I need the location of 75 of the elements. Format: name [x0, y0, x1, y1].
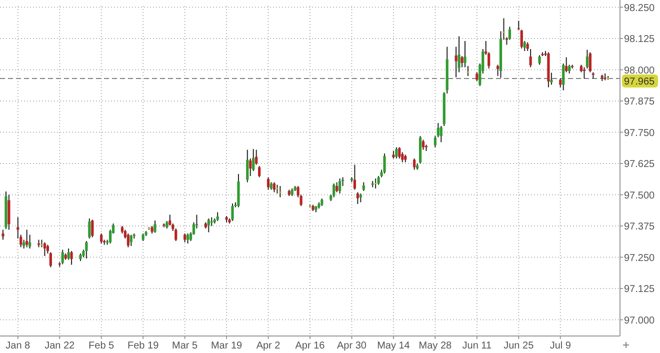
x-tick-label: Jul 9 — [550, 340, 572, 352]
y-tick-label: 98.125 — [624, 34, 656, 45]
candlestick — [88, 218, 91, 239]
candlestick — [258, 166, 261, 178]
candlestick — [440, 126, 442, 143]
candlestick — [374, 178, 377, 189]
candlestick — [246, 149, 249, 183]
candlestick — [538, 54, 541, 66]
candlestick — [91, 219, 94, 238]
candlestick — [466, 66, 470, 76]
x-tick-label: Feb 5 — [88, 340, 115, 352]
candlestick — [464, 40, 466, 68]
y-tick-label: 97.750 — [624, 128, 656, 139]
x-tick-label: Jun 11 — [462, 340, 492, 352]
x-tick-label: Feb 19 — [128, 340, 160, 352]
x-tick-label: Jan 22 — [44, 340, 76, 352]
x-tick-label: Mar 19 — [210, 340, 243, 352]
candlestick — [85, 240, 88, 259]
candlestick — [588, 52, 592, 73]
x-tick-label: Apr 2 — [256, 340, 281, 352]
candlestick — [67, 248, 70, 260]
candlestick — [100, 233, 103, 244]
candlestick — [70, 250, 73, 266]
candlestick — [154, 220, 156, 234]
candlestick — [338, 178, 342, 194]
y-tick-label: 98.250 — [624, 2, 656, 14]
candlestick — [26, 229, 28, 248]
y-tick-label: 97.125 — [624, 284, 656, 295]
x-tick-label: Mar 5 — [172, 340, 198, 352]
candlestick — [266, 176, 270, 190]
candlestick — [332, 183, 336, 198]
y-tick-label: 97.250 — [624, 252, 656, 264]
x-tick-label: May 14 — [377, 340, 410, 352]
y-tick-label: 97.875 — [624, 96, 656, 108]
candlestick — [272, 182, 276, 193]
candlestick — [383, 153, 386, 174]
candlestick — [413, 158, 416, 170]
candlestick — [28, 234, 32, 249]
candlestick — [401, 152, 404, 163]
y-tick-label: 97.625 — [624, 159, 656, 170]
candlestick — [8, 194, 10, 230]
candlestick — [61, 249, 64, 265]
candlestick — [565, 56, 568, 73]
candlestick — [586, 49, 589, 69]
candlestick — [460, 56, 464, 68]
ref-line-label: 97.965 — [624, 76, 656, 88]
x-tick-label: Apr 30 — [336, 340, 367, 352]
candlestick — [249, 158, 252, 176]
candlestick — [356, 192, 359, 204]
candlestick — [336, 182, 338, 193]
candlestick — [231, 203, 234, 222]
candlestick — [520, 29, 523, 49]
y-tick-label: 97.375 — [624, 222, 656, 232]
candlestick — [130, 234, 132, 246]
candlestick — [529, 48, 532, 68]
candlestick — [398, 146, 401, 159]
candlestick — [496, 64, 500, 76]
candlestick — [353, 164, 356, 190]
x-tick-label: Jun 25 — [504, 340, 534, 352]
candlestick — [126, 233, 130, 248]
candlestick — [434, 136, 436, 148]
x-tick-label: May 28 — [418, 340, 452, 352]
candlestick — [454, 46, 458, 78]
candlestick — [436, 122, 440, 138]
y-tick-label: 97.500 — [624, 190, 656, 202]
candlestick — [43, 242, 46, 256]
candlestick — [422, 139, 425, 150]
y-tick-label: 97.000 — [624, 315, 656, 326]
candlestick — [49, 252, 52, 268]
candlestick — [2, 229, 4, 240]
candlestick — [395, 146, 398, 159]
x-tick-label: Apr 16 — [295, 340, 326, 352]
y-tick-label: 98.000 — [624, 65, 656, 76]
x-tick-label: Jan 8 — [6, 340, 31, 352]
candlestick — [278, 186, 282, 198]
